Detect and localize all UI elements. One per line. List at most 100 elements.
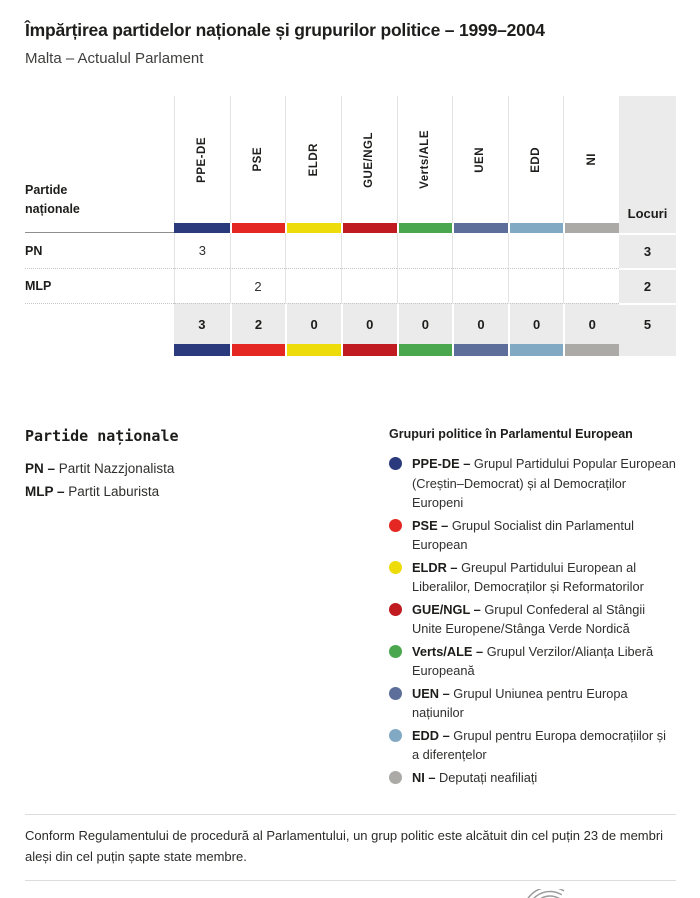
group-column-header: PPE-DE — [174, 96, 230, 223]
table-cell — [340, 268, 397, 303]
total-row-label — [25, 303, 174, 344]
national-parties-legend: Partide naționale PN – Partit Nazzjonali… — [25, 427, 389, 790]
total-cell: 3 — [174, 303, 230, 344]
group-color-bar — [396, 344, 453, 356]
footnote: Conform Regulamentului de procedură al P… — [25, 814, 676, 881]
group-abbr: ELDR – — [412, 559, 458, 575]
group-color-bar — [563, 344, 619, 356]
group-column-header: UEN — [452, 96, 508, 223]
group-color-dot — [389, 770, 402, 784]
party-abbr: MLP – — [25, 484, 65, 499]
groups-legend-heading: Grupuri politice în Parlamentul European — [389, 427, 633, 441]
table-cell — [507, 233, 564, 268]
total-cell: 0 — [340, 303, 397, 344]
european-parliament-logo: Parlamentul European — [517, 889, 676, 898]
table-cell — [340, 233, 397, 268]
group-label: ELDR — [307, 142, 320, 177]
group-column-header: GUE/NGL — [340, 96, 397, 223]
party-name: Partit Nazzjonalista — [58, 461, 175, 476]
table-cell — [452, 233, 508, 268]
table-cell: 2 — [229, 268, 286, 303]
total-cell: 0 — [396, 303, 453, 344]
party-row-label: MLP — [25, 268, 174, 303]
group-color-bar — [452, 344, 508, 356]
table-cell — [396, 268, 453, 303]
table-cell — [563, 268, 619, 303]
group-abbr: UEN – — [412, 685, 450, 701]
group-desc: Greupul Partidului European al Liberalil… — [412, 559, 644, 595]
group-color-dot — [389, 644, 402, 658]
group-column-header: NI — [563, 96, 619, 223]
group-desc: Grupul Uniunea pentru Europa națiunilor — [412, 685, 628, 721]
group-column-header: ELDR — [285, 96, 341, 223]
group-label: NI — [585, 153, 598, 166]
parties-legend-heading: Partide naționale — [25, 427, 179, 445]
group-desc: Deputați neafiliați — [439, 769, 538, 785]
page-subtitle: Malta – Actualul Parlament — [25, 50, 204, 67]
party-abbr: PN – — [25, 461, 56, 476]
group-color-dot — [389, 560, 402, 574]
party-name: Partit Laburista — [68, 484, 160, 499]
group-column-header: PSE — [229, 96, 286, 223]
seats-cell: 2 — [619, 268, 676, 303]
group-abbr: NI – — [412, 769, 436, 785]
group-legend-item: EDD – Grupul pentru Europa democrațiilor… — [389, 726, 676, 765]
political-groups-legend: Grupuri politice în Parlamentul European… — [389, 427, 676, 790]
total-cell: 0 — [507, 303, 564, 344]
seats-column-header: Locuri — [619, 96, 676, 233]
group-color-bar — [507, 223, 564, 233]
legend-section: Partide naționale PN – Partit Nazzjonali… — [25, 427, 676, 790]
group-color-bar — [563, 223, 619, 233]
group-color-bar — [229, 223, 286, 233]
group-abbr: PSE – — [412, 517, 449, 533]
group-legend-item: PPE-DE – Grupul Partidului Popular Europ… — [389, 454, 676, 513]
group-legend-item: Verts/ALE – Grupul Verzilor/Alianța Libe… — [389, 642, 676, 681]
group-desc: Grupul Partidului Popular European (Creș… — [412, 456, 676, 510]
group-desc: Grupul pentru Europa democrațiilor și a … — [412, 727, 666, 763]
group-abbr: GUE/NGL – — [412, 601, 481, 617]
group-color-bar — [285, 223, 341, 233]
group-label: PPE-DE — [196, 136, 209, 183]
seats-total-cell: 5 — [619, 303, 676, 356]
group-abbr: Verts/ALE – — [412, 643, 484, 659]
group-legend-item: PSE – Grupul Socialist din Parlamentul E… — [389, 516, 676, 555]
group-legend-item: ELDR – Greupul Partidului European al Li… — [389, 558, 676, 597]
table-left-header: Partide naționale — [25, 96, 174, 233]
group-color-bar — [396, 223, 453, 233]
group-color-bar — [340, 344, 397, 356]
group-color-bar — [229, 344, 286, 356]
table-cell — [452, 268, 508, 303]
group-label: GUE/NGL — [363, 131, 376, 188]
group-legend-item: GUE/NGL – Grupul Confederal al Stângii U… — [389, 600, 676, 639]
group-color-dot — [389, 457, 402, 470]
group-label: EDD — [530, 146, 543, 173]
group-color-dot — [389, 602, 402, 616]
group-label: PSE — [251, 147, 264, 172]
group-legend-item: UEN – Grupul Uniunea pentru Europa națiu… — [389, 684, 676, 723]
party-legend-item: PN – Partit Nazzjonalista — [25, 457, 389, 480]
group-column-header: Verts/ALE — [396, 96, 453, 223]
group-color-bar — [507, 344, 564, 356]
table-cell — [507, 268, 564, 303]
group-color-bar — [174, 344, 230, 356]
hemicycle-logo-icon — [527, 889, 565, 898]
total-cell: 0 — [452, 303, 508, 344]
group-color-dot — [389, 686, 402, 700]
table-cell: 3 — [174, 233, 230, 268]
group-abbr: PPE-DE – — [412, 456, 471, 471]
seats-cell: 3 — [619, 233, 676, 268]
table-cell — [285, 268, 341, 303]
total-cell: 0 — [563, 303, 619, 344]
group-color-bar — [174, 223, 230, 233]
table-cell — [174, 268, 230, 303]
group-color-dot — [389, 728, 402, 742]
table-cell — [396, 233, 453, 268]
total-cell: 2 — [229, 303, 286, 344]
total-cell: 0 — [285, 303, 341, 344]
group-color-bar — [285, 344, 341, 356]
party-group-table: Partide naționale PPE-DE PSE ELDR GUE/NG… — [25, 96, 676, 356]
party-legend-item: MLP – Partit Laburista — [25, 480, 389, 503]
group-abbr: EDD – — [412, 727, 450, 743]
page-title: Împărțirea partidelor naționale și grupu… — [25, 20, 545, 40]
